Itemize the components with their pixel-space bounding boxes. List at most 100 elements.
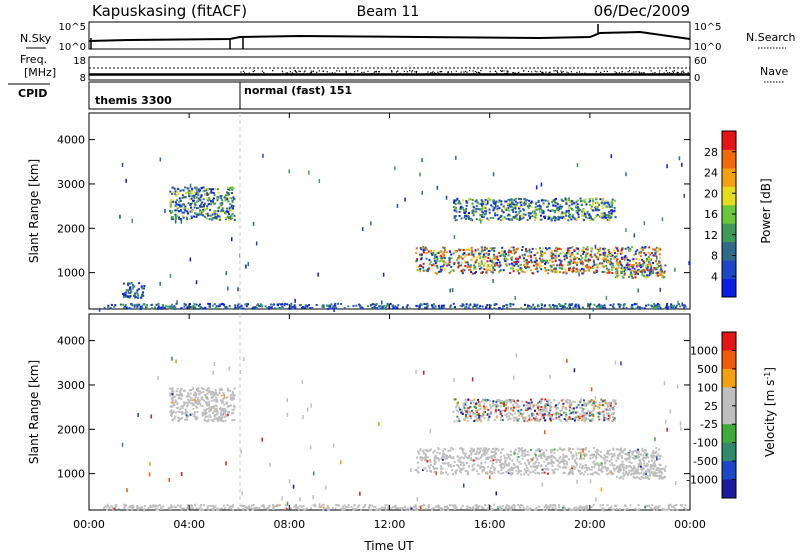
data-cell [509,263,511,265]
nave-dot [456,71,457,72]
data-cell [462,199,464,201]
data-cell [515,470,517,472]
data-cell [522,412,524,414]
data-cell [435,262,437,264]
data-cell [517,202,519,204]
nave-dot [560,71,561,72]
nave-dot [479,73,480,74]
data-cell [517,400,519,402]
data-cell [138,282,140,284]
data-cell [433,303,435,305]
data-cell [592,473,594,475]
data-cell [557,203,559,205]
data-cell [657,272,659,274]
data-cell [534,219,536,221]
data-cell [201,397,203,399]
nave-dot [441,71,442,72]
nave-dot [346,72,347,73]
data-cell [629,450,631,452]
data-cell [440,468,442,470]
data-cell [486,271,488,273]
data-cell [494,259,496,261]
data-cell [636,452,638,454]
data-cell [225,410,227,412]
data-cell [428,507,430,509]
data-cell [208,401,210,403]
data-cell [520,204,522,206]
data-cell [541,307,543,309]
data-cell [516,263,518,265]
nave-dot [688,72,689,73]
data-cell [511,201,513,203]
cpid-label: CPID [18,87,47,100]
data-cell [609,262,611,264]
data-cell [433,467,435,469]
data-cell [604,271,606,273]
data-cell [659,273,661,275]
data-cell [609,449,611,451]
data-cell [440,465,442,467]
data-cell [612,448,614,450]
data-cell [577,212,579,214]
data-cell [561,217,563,219]
data-cell [442,450,444,452]
data-cell [494,419,496,421]
data-cell [442,462,444,464]
data-cell [581,260,583,262]
data-cell [476,199,478,201]
nave-dot [557,71,558,72]
data-cell [493,454,495,456]
nave-dot [407,71,408,72]
data-cell [482,414,484,416]
data-cell [382,306,384,308]
data-cell [534,217,536,219]
data-cell [471,410,473,412]
data-cell [557,449,559,451]
data-cell [456,219,458,221]
freq-left-tick-bottom: 8 [80,73,86,84]
data-cell [256,307,258,309]
data-cell [512,268,514,270]
data-cell [478,473,480,475]
data-cell [483,206,485,208]
data-cell [216,401,218,403]
data-cell [555,268,557,270]
nave-dot [376,71,377,72]
data-cell [492,266,494,268]
data-cell [514,217,516,219]
data-cell [423,452,425,454]
data-cell [544,399,546,401]
data-cell [513,247,515,249]
nave-dot [369,73,370,74]
data-cell [476,417,478,419]
data-cell [455,406,457,408]
data-cell [574,420,576,422]
data-cell [232,200,234,202]
data-cell [510,257,512,259]
data-cell [362,308,364,310]
data-cell [530,256,532,258]
data-cell [556,253,558,255]
data-cell [136,305,138,307]
data-cell [628,264,630,266]
data-cell [499,207,501,209]
data-cell [502,306,504,308]
data-cell [434,264,436,266]
data-cell [219,389,221,391]
data-cell [172,419,174,421]
data-cell [545,260,547,262]
data-cell [605,265,607,267]
nave-dot [381,74,382,75]
data-cell [425,455,427,457]
data-cell [541,200,543,202]
data-cell [270,304,272,306]
data-cell [583,247,585,249]
data-cell [476,306,478,308]
data-cell [229,203,231,205]
data-cell [681,163,683,167]
data-cell [645,305,647,307]
data-cell [176,390,178,392]
data-cell [453,199,455,201]
data-cell [498,472,500,474]
